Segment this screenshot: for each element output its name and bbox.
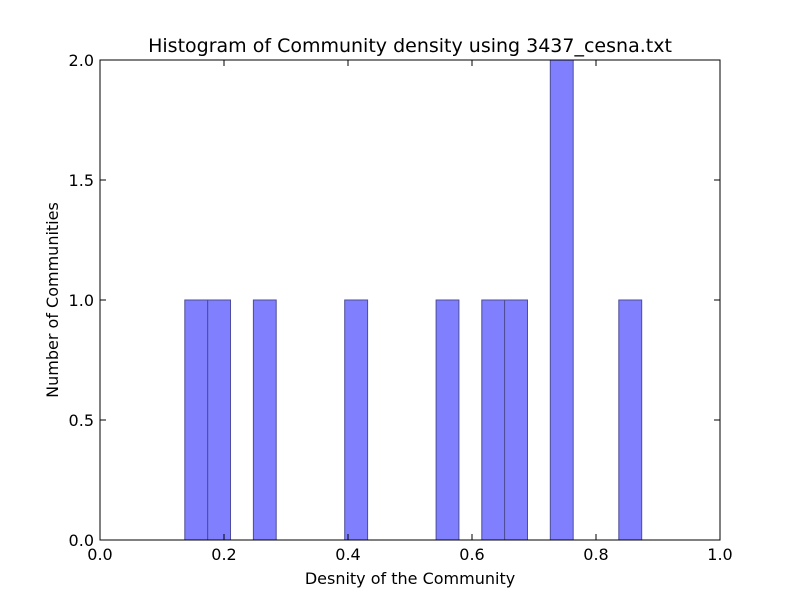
y-tick-label-3: 1.5: [69, 171, 94, 190]
histogram-bar-3: [344, 299, 369, 541]
y-tick-label-0: 0.0: [69, 531, 94, 550]
x-tick-label-3: 0.6: [459, 545, 484, 564]
x-tick-label-5: 1.0: [707, 545, 732, 564]
histogram-bar-1: [207, 299, 232, 541]
x-tick-label-1: 0.2: [211, 545, 236, 564]
y-tick-label-2: 1.0: [69, 291, 94, 310]
histogram-bar-4: [435, 299, 460, 541]
x-tick-label-2: 0.4: [335, 545, 360, 564]
histogram-bar-6: [504, 299, 528, 541]
histogram-bar-5: [481, 299, 506, 541]
x-tick-label-0: 0.0: [87, 545, 112, 564]
x-tick-label-4: 0.8: [583, 545, 608, 564]
bars-layer: [184, 59, 643, 541]
y-axis-title: Number of Communities: [43, 202, 62, 398]
y-tick-label-1: 0.5: [69, 411, 94, 430]
y-tick-label-4: 2.0: [69, 51, 94, 70]
chart-title: Histogram of Community density using 343…: [148, 35, 672, 57]
histogram-bar-8: [618, 299, 643, 541]
ticks-layer: 0.0 0.2 0.4 0.6 0.8 1.0 0.0 0.5 1.0 1.5 2.0: [69, 51, 733, 564]
histogram-bar-2: [252, 299, 277, 541]
histogram-bar-7: [549, 59, 574, 541]
x-axis-title: Desnity of the Community: [305, 569, 515, 588]
histogram-bar-0: [184, 299, 209, 541]
